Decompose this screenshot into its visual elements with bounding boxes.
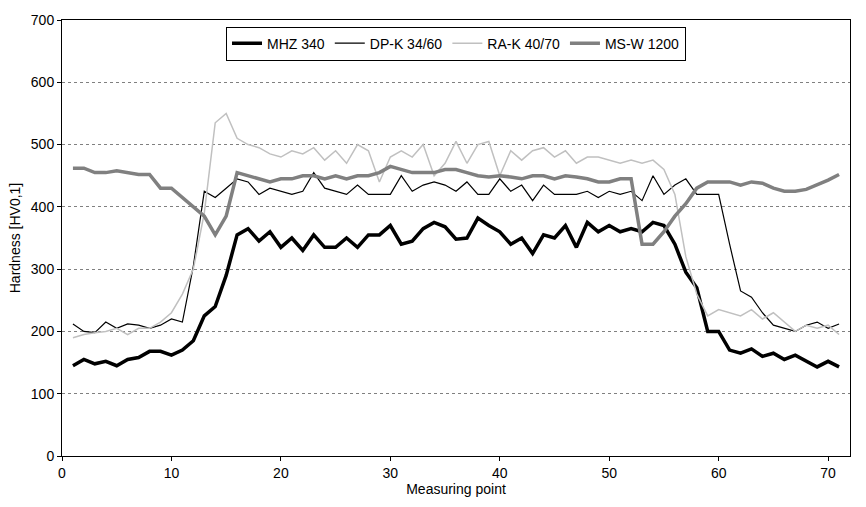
svg-text:10: 10 <box>164 465 180 481</box>
svg-text:50: 50 <box>601 465 617 481</box>
svg-text:RA-K 40/70: RA-K 40/70 <box>487 36 560 52</box>
svg-text:100: 100 <box>31 386 55 402</box>
svg-text:0: 0 <box>58 465 66 481</box>
svg-text:600: 600 <box>31 74 55 90</box>
svg-text:Hardness [HV0,1]: Hardness [HV0,1] <box>7 183 23 293</box>
svg-text:30: 30 <box>383 465 399 481</box>
svg-text:20: 20 <box>273 465 289 481</box>
svg-text:700: 700 <box>31 12 55 28</box>
svg-text:70: 70 <box>820 465 836 481</box>
svg-text:Measuring point: Measuring point <box>406 481 506 497</box>
svg-text:500: 500 <box>31 136 55 152</box>
svg-text:MHZ 340: MHZ 340 <box>267 36 325 52</box>
svg-text:DP-K 34/60: DP-K 34/60 <box>370 36 443 52</box>
svg-text:MS-W 1200: MS-W 1200 <box>605 36 679 52</box>
svg-text:40: 40 <box>492 465 508 481</box>
svg-text:0: 0 <box>46 448 54 464</box>
svg-text:60: 60 <box>711 465 727 481</box>
svg-text:200: 200 <box>31 323 55 339</box>
svg-text:400: 400 <box>31 199 55 215</box>
svg-text:300: 300 <box>31 261 55 277</box>
